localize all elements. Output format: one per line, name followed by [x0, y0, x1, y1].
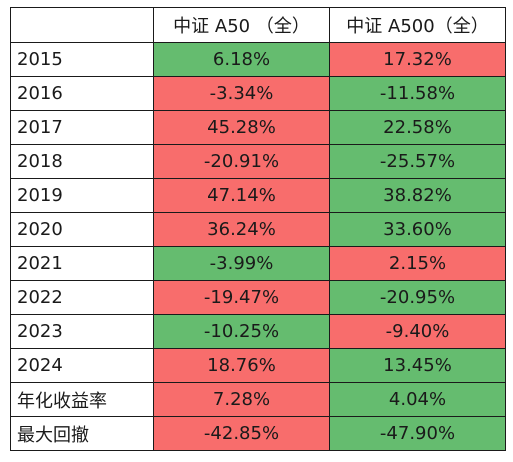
a500-value-cell[interactable]: 22.58% [329, 110, 506, 145]
row-label-cell[interactable]: 2024 [10, 348, 154, 383]
row-label-cell[interactable]: 最大回撤 [10, 416, 154, 451]
header-a500-cell[interactable]: 中证 A500（全） [329, 7, 506, 43]
row-label-cell[interactable]: 2020 [10, 212, 154, 247]
row-label-cell[interactable]: 2017 [10, 110, 154, 145]
table-row: 2016 -3.34% -11.58% [10, 76, 506, 111]
header-a50-cell[interactable]: 中证 A50 （全） [153, 7, 330, 43]
a50-value-cell[interactable]: 36.24% [153, 212, 330, 247]
table-row: 2018 -20.91% -25.57% [10, 144, 506, 179]
header-corner-cell[interactable] [10, 7, 154, 43]
a500-value-cell[interactable]: -11.58% [329, 76, 506, 111]
a50-value-cell[interactable]: 6.18% [153, 42, 330, 77]
table-row: 2021 -3.99% 2.15% [10, 246, 506, 281]
a50-value-cell[interactable]: 47.14% [153, 178, 330, 213]
table-row: 2015 6.18% 17.32% [10, 42, 506, 77]
row-label-cell[interactable]: 年化收益率 [10, 382, 154, 417]
row-label-cell[interactable]: 2015 [10, 42, 154, 77]
table-row: 2023 -10.25% -9.40% [10, 314, 506, 349]
a500-value-cell[interactable]: 17.32% [329, 42, 506, 77]
a50-value-cell[interactable]: -19.47% [153, 280, 330, 315]
a50-value-cell[interactable]: -42.85% [153, 416, 330, 451]
header-row: 中证 A50 （全） 中证 A500（全） [10, 7, 506, 43]
a500-value-cell[interactable]: -47.90% [329, 416, 506, 451]
table-row: 最大回撤 -42.85% -47.90% [10, 416, 506, 451]
row-label-cell[interactable]: 2021 [10, 246, 154, 281]
a500-value-cell[interactable]: -25.57% [329, 144, 506, 179]
row-label-cell[interactable]: 2022 [10, 280, 154, 315]
a50-value-cell[interactable]: -10.25% [153, 314, 330, 349]
a500-value-cell[interactable]: 38.82% [329, 178, 506, 213]
a50-value-cell[interactable]: -20.91% [153, 144, 330, 179]
a500-value-cell[interactable]: -9.40% [329, 314, 506, 349]
table-row: 2022 -19.47% -20.95% [10, 280, 506, 315]
a500-value-cell[interactable]: 13.45% [329, 348, 506, 383]
table-row: 2024 18.76% 13.45% [10, 348, 506, 383]
a500-value-cell[interactable]: 2.15% [329, 246, 506, 281]
row-label-cell[interactable]: 2018 [10, 144, 154, 179]
a50-value-cell[interactable]: 45.28% [153, 110, 330, 145]
row-label-cell[interactable]: 2016 [10, 76, 154, 111]
a50-value-cell[interactable]: 7.28% [153, 382, 330, 417]
row-label-cell[interactable]: 2019 [10, 178, 154, 213]
a500-value-cell[interactable]: -20.95% [329, 280, 506, 315]
table-row: 年化收益率 7.28% 4.04% [10, 382, 506, 417]
a50-value-cell[interactable]: -3.34% [153, 76, 330, 111]
returns-table: 中证 A50 （全） 中证 A500（全） 2015 6.18% 17.32% … [10, 7, 506, 451]
table-row: 2017 45.28% 22.58% [10, 110, 506, 145]
row-label-cell[interactable]: 2023 [10, 314, 154, 349]
table-row: 2020 36.24% 33.60% [10, 212, 506, 247]
a50-value-cell[interactable]: 18.76% [153, 348, 330, 383]
a500-value-cell[interactable]: 4.04% [329, 382, 506, 417]
a50-value-cell[interactable]: -3.99% [153, 246, 330, 281]
a500-value-cell[interactable]: 33.60% [329, 212, 506, 247]
table-row: 2019 47.14% 38.82% [10, 178, 506, 213]
